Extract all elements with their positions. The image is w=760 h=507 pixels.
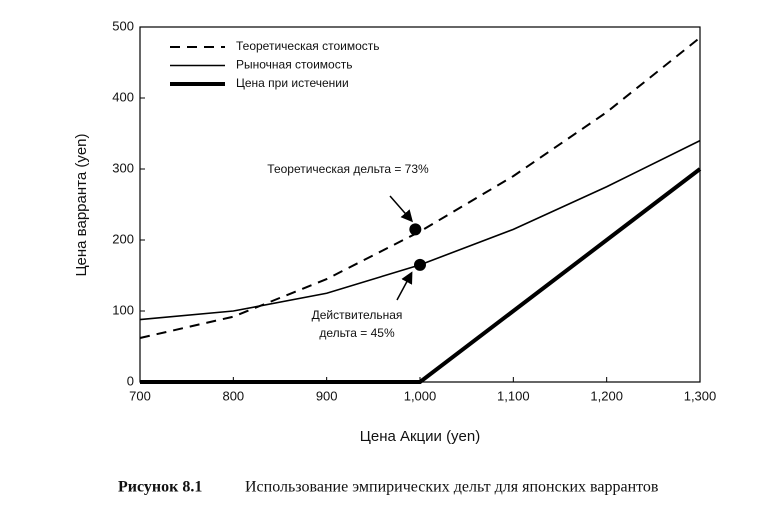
arrow [396,271,413,301]
x-tick-label: 800 [222,388,244,403]
legend-label: Рыночная стоимость [236,58,352,72]
plot-frame [139,26,701,383]
y-tick-label: 500 [112,18,134,33]
annotation: дельта = 45% [319,326,395,340]
x-tick-label: 700 [129,388,151,403]
point [409,223,422,236]
x-tick-label: 1,000 [404,388,437,403]
arrow [389,195,413,223]
y-tick-label: 200 [112,231,134,246]
series-line [140,167,702,384]
annotation: Теоретическая дельта = 73% [267,162,429,176]
x-tick-label: 1,300 [684,388,717,403]
caption-label: Рисунок 8.1 [118,479,202,496]
legend-label: Теоретическая стоимость [236,39,380,53]
x-tick-label: 1,100 [497,388,530,403]
legend-label: Цена при истечении [236,76,349,90]
annotation: Действительная [312,308,403,322]
point [414,258,426,271]
y-tick-label: 400 [112,89,134,104]
y-axis-title: Цена варранта (yen) [73,133,90,276]
y-tick-label: 300 [112,160,134,175]
y-tick-label: 100 [112,302,134,317]
x-tick-label: 1,200 [590,388,623,403]
x-axis-title: Цена Акции (yen) [360,428,481,445]
x-tick-label: 900 [316,388,338,403]
y-tick-label: 0 [127,373,134,388]
caption-text: Использование эмпирических дельт для япо… [245,479,659,496]
